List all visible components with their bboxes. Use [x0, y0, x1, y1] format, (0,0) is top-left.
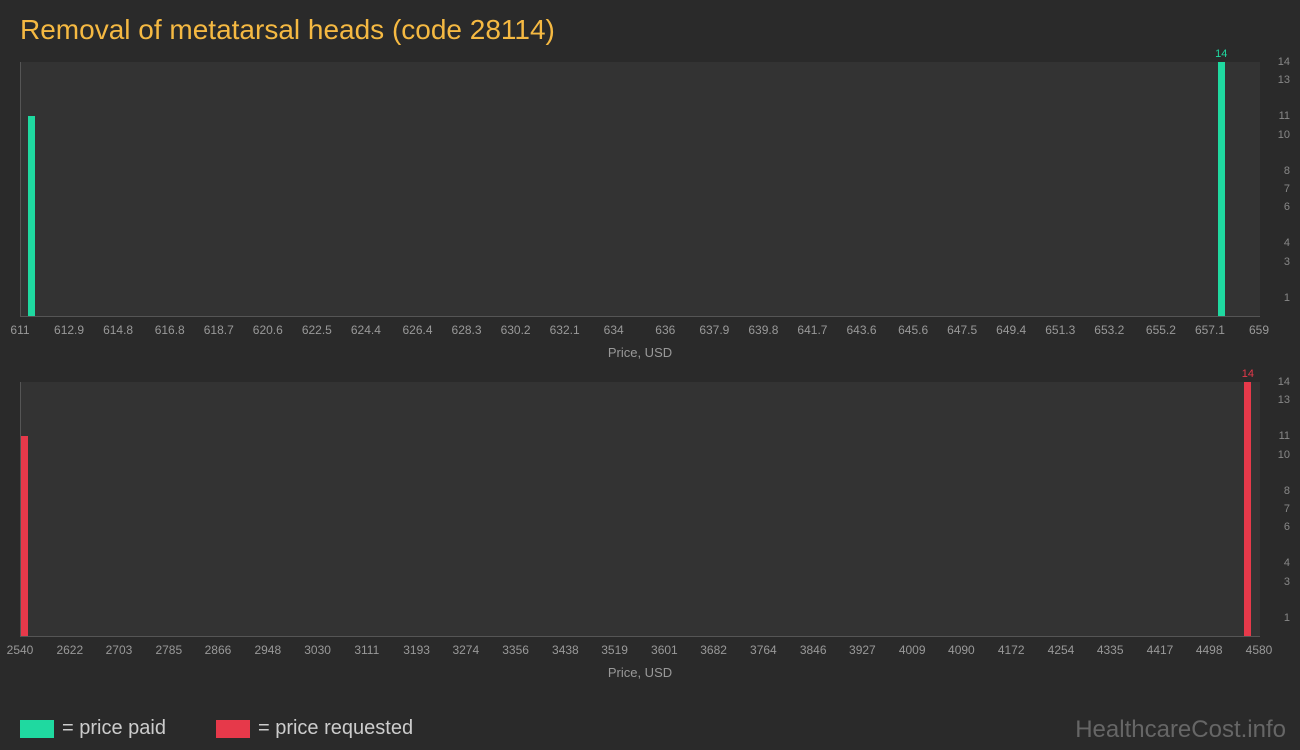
bottom-chart: 13467810111314 Number of services provid…	[20, 382, 1260, 637]
ytick: 4	[1264, 237, 1290, 249]
xtick: 3519	[601, 643, 628, 657]
bottom-yticks: 13467810111314	[1264, 382, 1290, 636]
xtick: 655.2	[1146, 323, 1176, 337]
xtick: 612.9	[54, 323, 84, 337]
bar-label: 14	[1228, 368, 1268, 380]
watermark: HealthcareCost.info	[1075, 716, 1286, 744]
swatch-requested	[216, 720, 250, 738]
ytick: 11	[1264, 430, 1290, 442]
ytick: 8	[1264, 165, 1290, 177]
xtick: 611	[10, 323, 29, 337]
xtick: 4580	[1246, 643, 1273, 657]
legend: = price paid = price requested	[20, 717, 413, 740]
ytick: 11	[1264, 110, 1290, 122]
xtick: 3111	[354, 643, 379, 657]
ytick: 4	[1264, 557, 1290, 569]
xtick: 3438	[552, 643, 579, 657]
xtick: 653.2	[1094, 323, 1124, 337]
ytick: 7	[1264, 503, 1290, 515]
xtick: 4254	[1048, 643, 1075, 657]
xtick: 4417	[1147, 643, 1174, 657]
xtick: 3682	[700, 643, 727, 657]
xtick: 4009	[899, 643, 926, 657]
xtick: 4090	[948, 643, 975, 657]
xtick: 630.2	[501, 323, 531, 337]
xtick: 647.5	[947, 323, 977, 337]
bottom-chart-wrap: 13467810111314 Number of services provid…	[20, 382, 1260, 680]
xtick: 3846	[800, 643, 827, 657]
xtick: 2622	[56, 643, 83, 657]
xtick: 3764	[750, 643, 777, 657]
xtick: 2948	[254, 643, 281, 657]
xtick: 626.4	[402, 323, 432, 337]
top-chart-wrap: 13467810111314 Number of services provid…	[20, 62, 1260, 360]
bar-label: 14	[1201, 48, 1241, 60]
xtick: 659	[1249, 323, 1269, 337]
top-yticks: 13467810111314	[1264, 62, 1290, 316]
xtick: 4335	[1097, 643, 1124, 657]
ytick: 3	[1264, 576, 1290, 588]
ytick: 6	[1264, 201, 1290, 213]
xtick: 639.8	[748, 323, 778, 337]
xtick: 624.4	[351, 323, 381, 337]
ytick: 3	[1264, 256, 1290, 268]
ytick: 10	[1264, 449, 1290, 461]
ytick: 6	[1264, 521, 1290, 533]
page-title: Removal of metatarsal heads (code 28114)	[0, 0, 1300, 54]
xtick: 634	[604, 323, 624, 337]
xtick: 2540	[7, 643, 34, 657]
xtick: 649.4	[996, 323, 1026, 337]
top-xlabel: Price, USD	[20, 345, 1260, 360]
xtick: 645.6	[898, 323, 928, 337]
xtick: 3356	[502, 643, 529, 657]
legend-item-requested: = price requested	[216, 717, 413, 740]
ytick: 7	[1264, 183, 1290, 195]
xtick: 614.8	[103, 323, 133, 337]
xtick: 2785	[155, 643, 182, 657]
xtick: 651.3	[1045, 323, 1075, 337]
bar	[28, 116, 35, 316]
bottom-xlabel: Price, USD	[20, 665, 1260, 680]
xtick: 3927	[849, 643, 876, 657]
xtick: 2866	[205, 643, 232, 657]
xtick: 618.7	[204, 323, 234, 337]
xtick: 3601	[651, 643, 678, 657]
ytick: 13	[1264, 74, 1290, 86]
xtick: 620.6	[253, 323, 283, 337]
bar	[1218, 62, 1225, 316]
xtick: 616.8	[155, 323, 185, 337]
xtick: 4498	[1196, 643, 1223, 657]
xtick: 628.3	[452, 323, 482, 337]
xtick: 622.5	[302, 323, 332, 337]
ytick: 1	[1264, 612, 1290, 624]
ytick: 10	[1264, 129, 1290, 141]
ytick: 14	[1264, 56, 1290, 68]
top-xticks: 611612.9614.8616.8618.7620.6622.5624.462…	[20, 323, 1260, 341]
xtick: 632.1	[550, 323, 580, 337]
xtick: 3274	[452, 643, 479, 657]
ytick: 8	[1264, 485, 1290, 497]
xtick: 657.1	[1195, 323, 1225, 337]
swatch-paid	[20, 720, 54, 738]
ytick: 14	[1264, 376, 1290, 388]
ytick: 13	[1264, 394, 1290, 406]
legend-item-paid: = price paid	[20, 717, 166, 740]
xtick: 636	[655, 323, 675, 337]
top-chart: 13467810111314 Number of services provid…	[20, 62, 1260, 317]
bar	[21, 436, 28, 636]
xtick: 3193	[403, 643, 430, 657]
xtick: 2703	[106, 643, 133, 657]
bar	[1244, 382, 1251, 636]
legend-label-requested: = price requested	[258, 717, 413, 740]
xtick: 637.9	[699, 323, 729, 337]
ytick: 1	[1264, 292, 1290, 304]
xtick: 3030	[304, 643, 331, 657]
xtick: 643.6	[846, 323, 876, 337]
xtick: 641.7	[797, 323, 827, 337]
xtick: 4172	[998, 643, 1025, 657]
bottom-xticks: 2540262227032785286629483030311131933274…	[20, 643, 1260, 661]
legend-label-paid: = price paid	[62, 717, 166, 740]
